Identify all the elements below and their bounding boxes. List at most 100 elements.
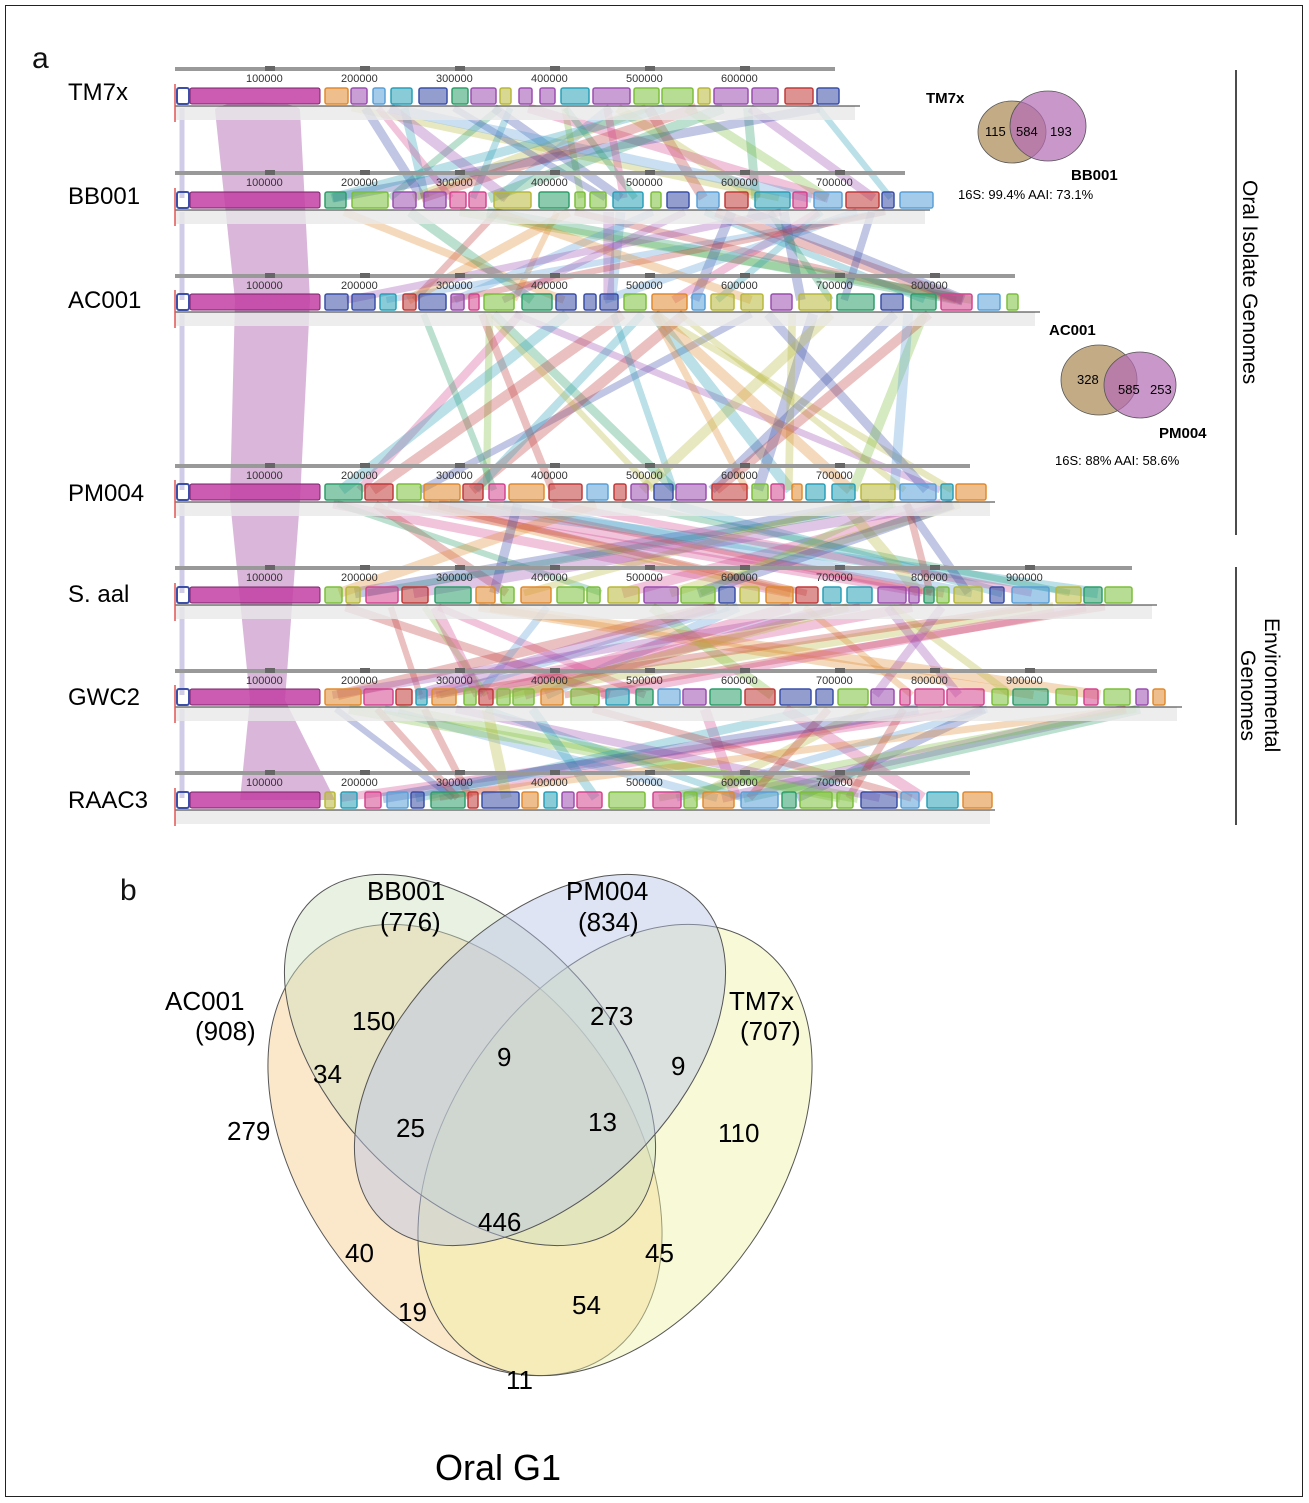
lcb-block [740,791,779,809]
synteny-link [414,704,819,803]
genome-tick-mark [645,273,655,278]
lcb-block [899,483,937,501]
lcb-block [936,586,950,604]
genome-backbone [175,210,925,224]
lcb-block [795,586,819,604]
genome-tick-label: 200000 [341,73,378,85]
lcb-block [365,586,399,604]
lcb-block [713,87,749,105]
genome-ruler [175,274,1015,278]
genome-tick-mark [645,170,655,175]
genome-tick-mark [265,565,275,570]
lcb-block [345,586,361,604]
synteny-link [712,310,933,494]
synteny-link [450,209,887,303]
lcb-block [612,191,644,209]
lcb-block [1152,688,1166,706]
synteny-link [795,704,987,803]
synteny-link [563,106,638,200]
synteny-link [386,103,511,203]
lcb-block [770,293,793,311]
genome-tick-mark [550,668,560,673]
genome-track: 100000 200000 300000 400000 500000 600000 7000… [174,170,934,226]
lcb-block [324,688,362,706]
set-name-pm004: PM004 [566,876,648,906]
synteny-link [644,105,708,201]
lcb-block [351,293,376,311]
oral-group-label: Oral Isolate Genomes [1238,180,1261,384]
synteny-link [427,500,808,597]
genome-tick-mark [835,770,845,775]
synteny-link [387,606,424,696]
lcb-block [770,483,785,501]
lcb-block [1103,688,1131,706]
genome-tick-label: 600000 [721,777,758,789]
lcb-block [586,586,601,604]
synteny-link [591,705,913,802]
synteny-link [675,705,989,802]
venn-tm7x-bb001: TM7x BB001 115 584 193 16S: 99.4% AAI: 7… [926,90,1118,202]
synteny-link [493,208,753,304]
lcb-block [401,586,429,604]
lcb-block [652,791,682,809]
synteny-link [473,311,646,493]
genome-tick-mark [835,668,845,673]
lcb-block [940,293,973,311]
lcb-block [702,791,735,809]
set-name-tm7x: TM7x [729,986,794,1016]
lcb-block [189,87,321,105]
lcb-block [989,586,1005,604]
lcb-block [430,791,466,809]
lcb-block [1083,586,1103,604]
genome-tick-label: 700000 [816,777,853,789]
lcb-block [576,791,603,809]
lcb-block [765,586,794,604]
lcb-block [423,191,447,209]
genome-ruler [175,669,1157,673]
synteny-link [669,499,1004,598]
lcb-block [792,191,808,209]
synteny-link [649,310,795,494]
lcb-block [364,483,394,501]
synteny-link [513,310,942,494]
synteny-link [361,105,426,201]
lcb-block [1055,688,1078,706]
venn-set-ac001 [267,923,663,1377]
lcb-block [653,483,674,501]
lcb-block [860,483,896,501]
lcb-block [910,293,937,311]
lcb-block [623,293,647,311]
genome-tick-label: 600000 [721,470,758,482]
synteny-link [802,604,915,698]
synteny-link [452,105,607,201]
venn-set-bb001 [283,873,657,1247]
lcb-block [1104,586,1133,604]
synteny-link [448,498,1099,599]
genome-tick-mark [550,273,560,278]
region-ac001-bb001: 34 [313,1059,342,1089]
lcb-block [977,293,1001,311]
synteny-link [606,211,626,301]
lcb-block [176,688,190,706]
genome-tick-label: 400000 [531,777,568,789]
synteny-link [414,602,718,700]
synteny-link [699,501,897,596]
genome-backbone [175,605,1152,619]
lcb-block [697,87,711,105]
synteny-link [383,705,719,802]
lcb-block [635,688,654,706]
region-pm004-only: 273 [590,1001,633,1031]
synteny-link [526,103,830,203]
lcb-block [521,791,539,809]
lcb-block [538,191,570,209]
lcb-block [390,87,413,105]
lcb-block [711,483,748,501]
lcb-block [450,293,465,311]
lcb-block [543,791,558,809]
synteny-link [653,311,954,493]
synteny-link [543,602,741,700]
synteny-link [871,604,946,698]
lcb-block [570,688,600,706]
genome-tick-label: 100000 [246,777,283,789]
lcb-block [608,791,646,809]
